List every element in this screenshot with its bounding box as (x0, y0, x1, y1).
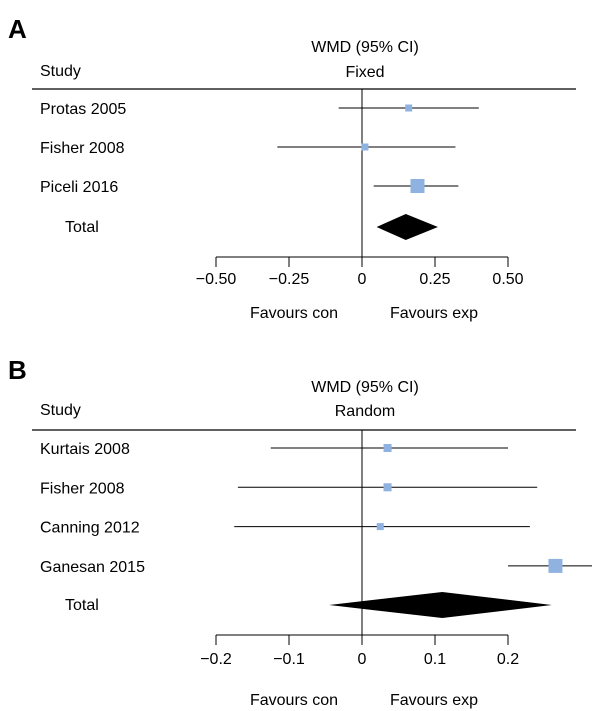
x-tick-label: 0.2 (497, 651, 519, 668)
model-label: Fixed (345, 64, 384, 81)
effect-header: WMD (95% CI) (311, 379, 419, 396)
total-label: Total (65, 219, 99, 236)
x-tick-label: −0.25 (269, 271, 310, 288)
study-name: Kurtais 2008 (40, 441, 130, 458)
total-label: Total (65, 597, 99, 614)
pooled-estimate-diamond (329, 592, 552, 618)
point-estimate-square (376, 523, 384, 531)
point-estimate-square (410, 179, 425, 193)
x-tick-label: 0.1 (424, 651, 446, 668)
study-column-header: Study (40, 63, 81, 80)
point-estimate-square (383, 483, 392, 492)
x-tick-label: 0 (358, 271, 367, 288)
x-tick-label: 0 (358, 651, 367, 668)
study-name: Protas 2005 (40, 101, 126, 118)
model-label: Random (335, 403, 395, 420)
point-estimate-square (548, 558, 563, 573)
study-name: Ganesan 2015 (40, 559, 145, 576)
favours-left-label: Favours con (250, 305, 338, 322)
study-name: Canning 2012 (40, 520, 140, 537)
study-name: Fisher 2008 (40, 140, 125, 157)
panel-label: B (8, 355, 27, 385)
panel-label: A (8, 14, 27, 44)
favours-left-label: Favours con (250, 692, 338, 709)
point-estimate-square (361, 143, 369, 151)
favours-right-label: Favours exp (390, 305, 478, 322)
study-name: Fisher 2008 (40, 480, 125, 497)
x-tick-label: 0.25 (419, 271, 450, 288)
point-estimate-square (405, 104, 413, 112)
point-estimate-square (383, 443, 392, 453)
x-tick-label: 0.50 (492, 271, 523, 288)
effect-header: WMD (95% CI) (311, 39, 419, 56)
x-tick-label: −0.2 (200, 651, 232, 668)
study-name: Piceli 2016 (40, 179, 118, 196)
x-tick-label: −0.1 (273, 651, 305, 668)
favours-right-label: Favours exp (390, 692, 478, 709)
x-tick-label: −0.50 (196, 271, 237, 288)
study-column-header: Study (40, 402, 81, 419)
pooled-estimate-diamond (376, 214, 438, 240)
